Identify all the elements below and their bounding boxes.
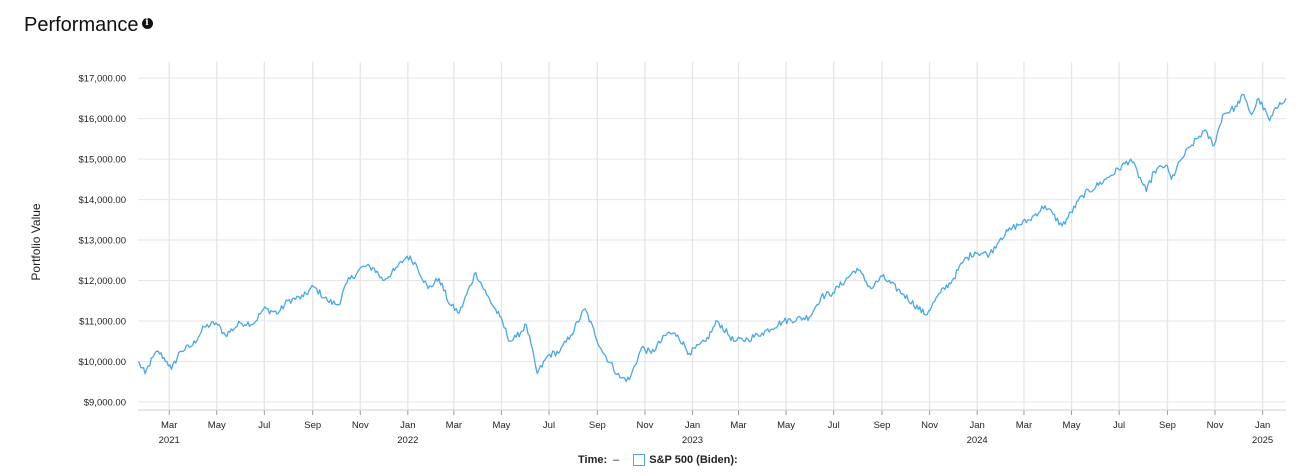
x-tick-label: Mar (161, 420, 177, 431)
x-tick-label: Jan (969, 420, 984, 431)
chart-footer: Time: – S&P 500 (Biden): (578, 454, 738, 466)
x-year-label: 2024 (967, 435, 988, 446)
time-label: Time: (578, 454, 608, 466)
time-value: – (613, 454, 620, 466)
x-tick-label: May (492, 420, 510, 431)
x-year-label: 2023 (682, 435, 703, 446)
grid-layer (138, 62, 1286, 410)
x-tick-label: Jul (1113, 420, 1125, 431)
x-year-label: 2025 (1252, 435, 1273, 446)
x-tick-label: Jan (400, 420, 415, 431)
x-tick-label: Jul (258, 420, 270, 431)
series-line-0[interactable] (137, 93, 1287, 383)
y-tick-label: $9,000.00 (84, 397, 126, 408)
x-tick-label: Nov (636, 420, 653, 431)
x-tick-label: Nov (1207, 420, 1224, 431)
y-tick-label: $14,000.00 (78, 195, 126, 206)
x-tick-label: Nov (921, 420, 938, 431)
y-tick-label: $16,000.00 (78, 114, 126, 125)
x-tick-label: Mar (446, 420, 462, 431)
x-tick-label: May (1063, 420, 1081, 431)
x-tick-label: Sep (1159, 420, 1176, 431)
y-tick-label: $17,000.00 (78, 74, 126, 85)
x-tick-label: Sep (874, 420, 891, 431)
legend-label[interactable]: S&P 500 (Biden): (649, 454, 738, 466)
x-tick-label: Jul (543, 420, 555, 431)
x-tick-label: Mar (730, 420, 746, 431)
x-year-label: 2021 (159, 435, 180, 446)
axis-layer: $9,000.00 $10,000.00 $11,000.00 $12,000.00 $… (78, 74, 1286, 446)
x-tick-label: Jul (828, 420, 840, 431)
y-tick-label: $15,000.00 (78, 155, 126, 166)
x-tick-label: Sep (304, 420, 321, 431)
page-title: Performance (24, 14, 139, 36)
x-tick-label: Sep (589, 420, 606, 431)
y-tick-label: $11,000.00 (79, 316, 126, 327)
y-tick-label: $10,000.00 (78, 357, 126, 368)
y-axis-title: Portfolio Value (29, 203, 43, 280)
y-tick-label: $12,000.00 (78, 276, 126, 287)
series-layer (137, 93, 1287, 383)
info-icon[interactable]: i (141, 18, 153, 29)
y-tick-label: $13,000.00 (78, 236, 126, 247)
x-tick-label: Nov (352, 420, 369, 431)
x-tick-label: Jan (685, 420, 700, 431)
legend-checkbox[interactable] (633, 454, 646, 466)
x-tick-label: May (777, 420, 795, 431)
x-tick-label: Mar (1016, 420, 1032, 431)
x-tick-label: May (208, 420, 226, 431)
x-year-label: 2022 (397, 435, 418, 446)
chart-header: Performance i (24, 14, 153, 37)
x-tick-label: Jan (1255, 420, 1270, 431)
